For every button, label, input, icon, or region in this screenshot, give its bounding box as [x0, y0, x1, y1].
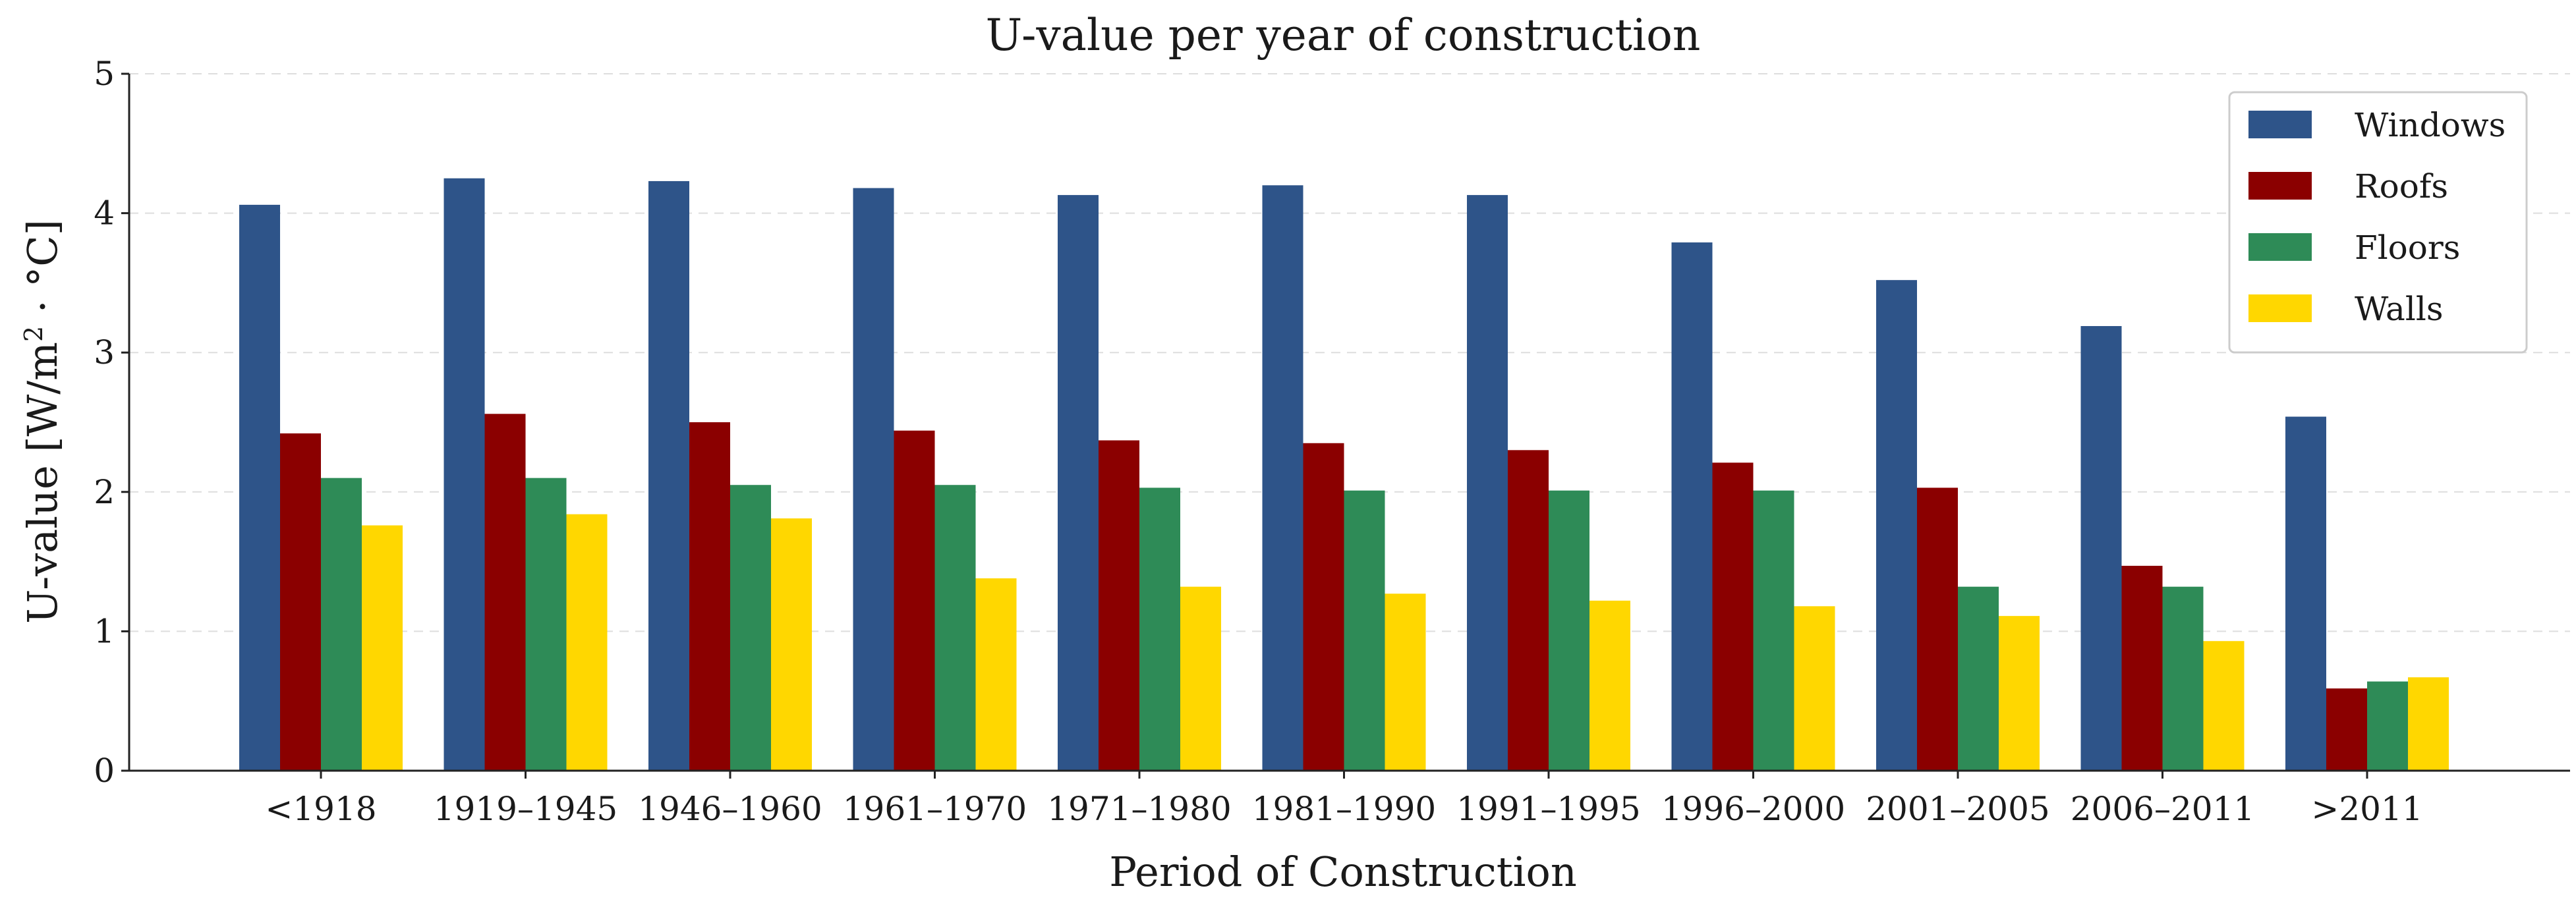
bar-walls-1: [566, 514, 608, 771]
bar-windows-8: [1876, 280, 1917, 771]
bar-floors-5: [1344, 490, 1385, 771]
bar-roofs-4: [1099, 440, 1139, 771]
legend-label-roofs: Roofs: [2355, 167, 2448, 206]
bar-roofs-8: [1917, 487, 1958, 771]
bar-roofs-0: [280, 433, 321, 771]
bar-roofs-2: [689, 422, 730, 771]
y-ticks: 0 1 2 3 4 5: [94, 55, 129, 790]
bar-windows-3: [853, 188, 894, 771]
bar-floors-6: [1549, 490, 1589, 771]
x-tick-label: >2011: [2311, 790, 2422, 828]
bar-roofs-5: [1303, 443, 1344, 771]
bar-walls-3: [975, 578, 1017, 771]
y-axis-label: U-value [W/m2 · °C]: [18, 219, 67, 624]
bar-windows-9: [2080, 325, 2122, 771]
legend-swatch-floors: [2248, 233, 2312, 261]
bar-floors-1: [525, 478, 567, 771]
legend-swatch-walls: [2248, 294, 2312, 322]
y-tick-label: 5: [94, 55, 115, 93]
legend-swatch-windows: [2248, 111, 2312, 138]
legend-swatch-roofs: [2248, 172, 2312, 200]
bar-floors-2: [730, 485, 771, 771]
legend-label-walls: Walls: [2355, 290, 2444, 328]
bar-floors-7: [1753, 490, 1794, 771]
x-tick-label: 2006–2011: [2071, 790, 2255, 828]
bar-floors-4: [1139, 487, 1180, 771]
bar-windows-5: [1262, 185, 1303, 771]
bar-walls-7: [1794, 606, 1835, 771]
bar-windows-4: [1058, 195, 1099, 771]
y-axis-label-sup: 2: [19, 326, 48, 342]
bar-floors-0: [321, 478, 362, 771]
x-tick-label: <1918: [265, 790, 376, 828]
legend: Windows Roofs Floors Walls: [2228, 91, 2528, 354]
x-ticks: <1918 1919–1945 1946–1960 1961–1970 1971–198…: [265, 771, 2423, 828]
bar-walls-8: [1999, 616, 2040, 771]
bar-windows-2: [648, 180, 689, 771]
bar-windows-0: [239, 204, 280, 771]
y-tick-label: 4: [94, 194, 115, 233]
x-tick-label: 1919–1945: [434, 790, 618, 828]
x-tick-label: 2001–2005: [1866, 790, 2050, 828]
y-tick-label: 2: [94, 473, 115, 511]
y-axis-label-main: U-value [W/m: [18, 342, 67, 624]
bar-walls-5: [1385, 594, 1426, 771]
x-tick-label: 1971–1980: [1047, 790, 1232, 828]
bar-floors-9: [2162, 586, 2204, 771]
bar-floors-3: [934, 485, 976, 771]
bar-roofs-1: [484, 414, 526, 771]
legend-frame: [2228, 91, 2528, 354]
bar-roofs-7: [1712, 462, 1754, 771]
bar-roofs-3: [894, 430, 935, 771]
bar-floors-8: [1958, 586, 1999, 771]
bar-windows-1: [444, 178, 485, 771]
y-tick-label: 0: [94, 752, 115, 790]
y-tick-label: 3: [94, 333, 115, 372]
x-tick-label: 1981–1990: [1252, 790, 1437, 828]
legend-label-windows: Windows: [2355, 106, 2505, 144]
x-tick-label: 1961–1970: [843, 790, 1027, 828]
x-tick-label: 1996–2000: [1661, 790, 1846, 828]
bar-roofs-10: [2326, 688, 2367, 771]
x-axis-label: Period of Construction: [1109, 848, 1577, 896]
chart-title: U-value per year of construction: [986, 10, 1701, 61]
bar-windows-7: [1671, 242, 1713, 771]
bar-roofs-6: [1508, 450, 1549, 771]
bar-windows-10: [2285, 416, 2326, 771]
bars: [239, 178, 2449, 771]
bar-walls-0: [362, 525, 403, 771]
bar-walls-4: [1180, 586, 1221, 771]
bar-windows-6: [1467, 195, 1508, 771]
y-axis-label-rest: · °C]: [18, 219, 67, 326]
x-tick-label: 1946–1960: [638, 790, 822, 828]
bar-floors-10: [2367, 681, 2408, 771]
bar-walls-2: [771, 518, 812, 771]
bar-roofs-9: [2121, 565, 2163, 771]
x-tick-label: 1991–1995: [1456, 790, 1641, 828]
bar-walls-6: [1589, 600, 1630, 771]
bar-walls-10: [2408, 677, 2449, 771]
bar-walls-9: [2203, 641, 2245, 771]
y-tick-label: 1: [94, 612, 115, 650]
legend-label-floors: Floors: [2355, 229, 2460, 267]
